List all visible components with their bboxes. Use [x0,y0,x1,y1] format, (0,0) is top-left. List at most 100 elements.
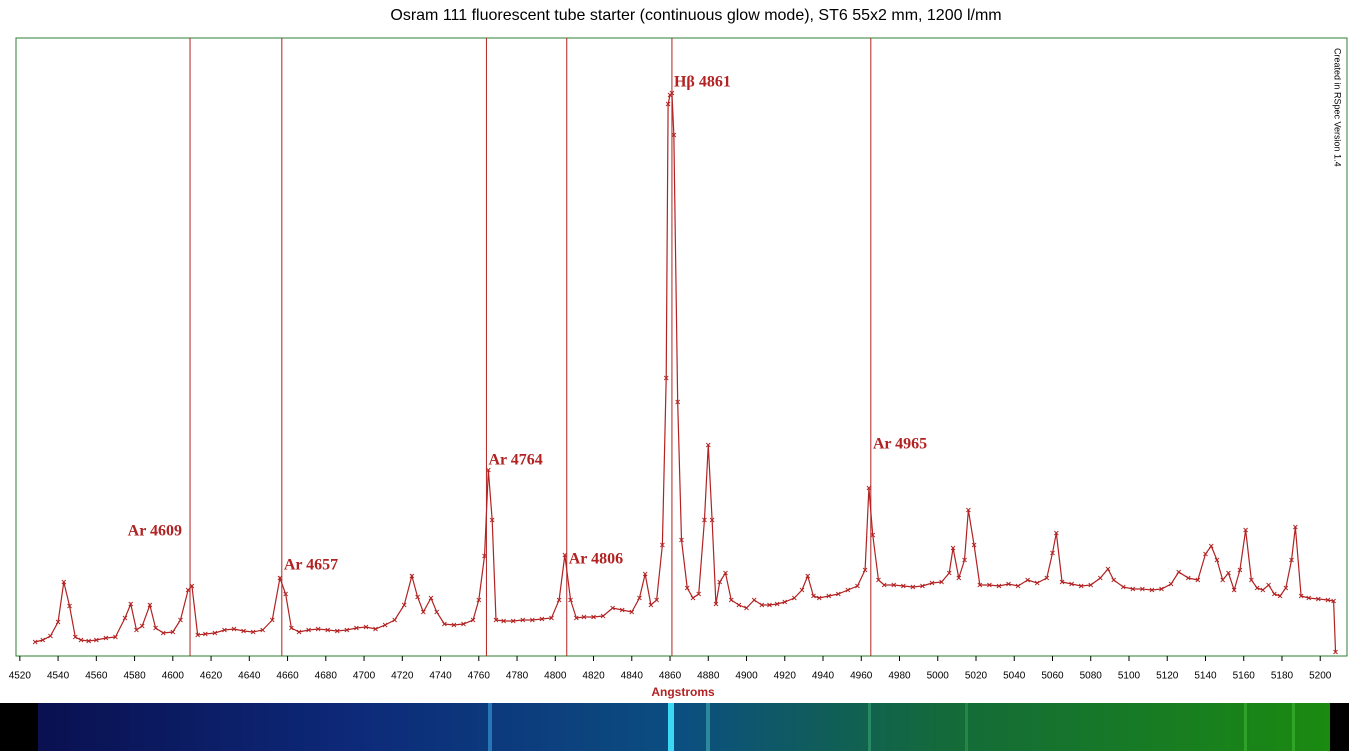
point-marker [600,613,606,619]
point-marker [55,619,61,625]
point-marker [86,638,91,644]
x-tick-label: 5020 [965,671,988,682]
point-marker [153,625,158,631]
x-tick-label: 5180 [1271,671,1294,682]
point-marker [962,557,967,563]
point-marker [1260,587,1266,593]
x-tick-label: 5080 [1080,671,1103,682]
annotation-label: Ar 4764 [488,452,542,469]
x-tick-label: 4900 [735,671,758,682]
point-marker [826,593,832,599]
point-marker [660,542,665,548]
point-marker [401,602,407,608]
point-marker [574,615,579,621]
point-marker [539,616,545,622]
point-marker [642,571,648,577]
x-tick-label: 5120 [1156,671,1179,682]
x-tick-label: 4520 [9,671,32,682]
point-marker [669,90,675,96]
point-marker [1059,579,1065,585]
point-marker [581,614,587,620]
point-marker [382,622,388,628]
point-marker [1298,593,1304,599]
point-marker [1333,649,1338,655]
point-marker [713,601,719,607]
point-marker [442,621,447,627]
point-marker [520,617,526,623]
point-marker [283,591,288,597]
point-marker [1325,597,1331,603]
point-marker [1243,527,1248,533]
point-marker [392,617,397,623]
point-marker [363,624,369,630]
point-marker [189,583,195,589]
point-marker [409,573,415,579]
point-marker [1283,585,1289,591]
point-marker [1254,585,1260,591]
point-marker [354,625,359,631]
point-marker [1069,581,1074,587]
point-marker [648,602,654,608]
point-marker [203,631,208,637]
point-marker [1331,598,1336,604]
point-marker [956,575,962,581]
point-marker [1050,550,1055,556]
point-marker [876,577,881,583]
x-tick-label: 5200 [1309,671,1332,682]
point-marker [139,623,145,629]
point-marker [835,591,841,597]
point-marker [1111,577,1117,583]
point-marker [910,584,916,590]
x-tick-label: 4880 [697,671,720,682]
point-marker [40,637,46,643]
point-marker [78,637,84,643]
point-marker [373,626,378,632]
point-marker [260,627,266,633]
point-marker [629,609,635,615]
point-marker [1130,586,1136,592]
point-marker [1054,530,1059,536]
point-marker [1097,575,1103,581]
point-marker [277,575,283,581]
point-marker [1214,557,1220,563]
point-marker [610,605,615,611]
point-marker [568,597,573,603]
point-marker [966,507,971,513]
point-marker [1015,583,1021,589]
point-marker [679,537,684,543]
x-tick-label: 4740 [429,671,452,682]
point-marker [1176,569,1182,575]
point-marker [195,632,200,638]
point-marker [1044,575,1050,581]
point-marker [736,602,742,608]
point-marker [72,634,78,640]
x-tick-label: 4920 [774,671,797,682]
point-marker [94,637,99,643]
point-marker [1220,577,1226,583]
point-marker [816,595,822,601]
point-marker [510,618,516,624]
point-marker [717,579,723,585]
point-marker [241,628,246,634]
point-marker [334,628,340,634]
point-marker [470,617,476,623]
point-marker [1277,593,1283,599]
point-marker [1078,583,1084,589]
point-marker [61,579,67,585]
point-marker [421,609,426,615]
x-tick-label: 5040 [1003,671,1026,682]
point-marker [1306,595,1312,601]
point-marker [250,629,256,635]
point-marker [1195,577,1201,583]
point-marker [67,603,72,609]
point-marker [774,601,780,607]
point-marker [870,532,876,538]
point-marker [782,599,788,605]
point-marker [128,601,134,607]
point-marker [862,567,868,573]
x-tick-label: 4840 [621,671,644,682]
x-tick-label: 5060 [1041,671,1064,682]
x-tick-label: 4800 [544,671,567,682]
point-marker [269,617,275,623]
